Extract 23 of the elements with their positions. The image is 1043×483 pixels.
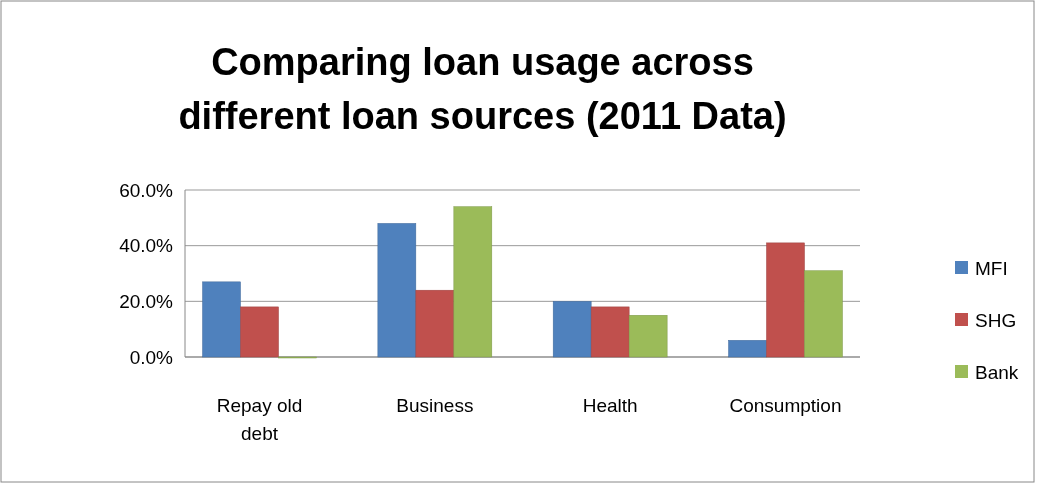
legend-label: MFI	[975, 257, 1008, 279]
bar	[377, 223, 417, 358]
y-tick-label: 0.0%	[129, 346, 174, 368]
bar	[628, 315, 668, 358]
bar	[804, 270, 843, 358]
bar	[240, 306, 279, 358]
x-tick-label: Business	[396, 395, 474, 416]
y-tick-label: 20.0%	[119, 290, 174, 312]
bar	[552, 301, 592, 358]
bar	[453, 206, 493, 358]
x-tick-label: Health	[582, 395, 638, 416]
legend-label: Bank	[975, 361, 1019, 383]
bar	[728, 340, 767, 358]
y-tick-label: 60.0%	[119, 179, 174, 201]
bar	[766, 242, 805, 358]
y-tick-label: 40.0%	[119, 235, 174, 257]
legend-label: SHG	[975, 309, 1017, 331]
chart-title: Comparing loan usage across different loan sources (2011 Data)	[178, 41, 787, 137]
x-tick-label: Repay old debt	[216, 395, 303, 444]
bar	[202, 281, 241, 358]
x-tick-label: Consumption	[729, 395, 842, 416]
bar	[415, 289, 455, 358]
bar	[590, 306, 630, 358]
